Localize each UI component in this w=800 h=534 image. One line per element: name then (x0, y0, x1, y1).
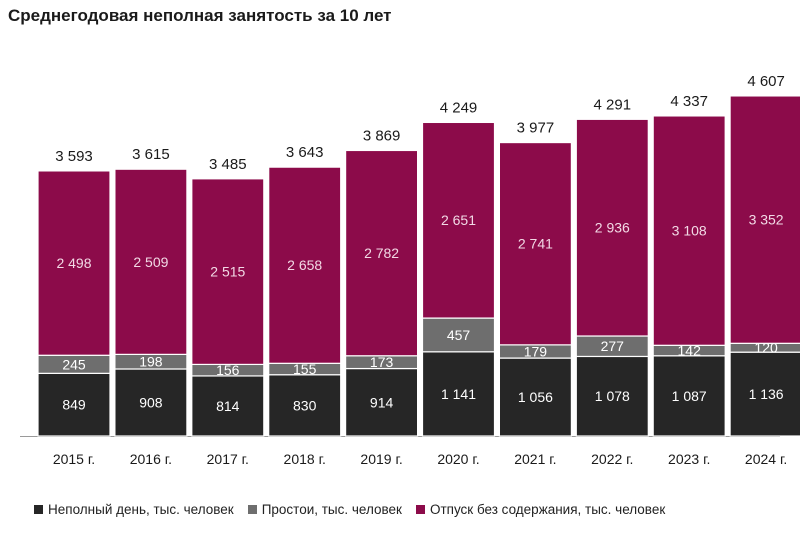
data-label-part-time: 908 (139, 394, 163, 410)
legend-label-unpaid-leave: Отпуск без содержания, тыс. человек (429, 502, 666, 517)
bar-segment-part-time (575, 355, 649, 437)
data-label-part-time: 1 141 (441, 386, 476, 402)
data-label-downtime: 277 (601, 338, 625, 354)
bar-segment-unpaid-leave (191, 178, 265, 366)
x-tick-label: 2015 г. (53, 451, 95, 467)
bar-segment-unpaid-leave (114, 168, 188, 355)
bar-segment-part-time (191, 375, 265, 437)
data-label-downtime: 155 (293, 361, 317, 377)
bar-segment-unpaid-leave (421, 121, 496, 319)
legend-item-downtime: Простои, тыс. человек (247, 502, 402, 517)
bar-segment-unpaid-leave (498, 141, 572, 346)
bar-segment-part-time (345, 367, 419, 437)
bar-segment-part-time (268, 374, 342, 437)
bar-segment-part-time (114, 368, 188, 437)
bar-segment-part-time (37, 372, 111, 437)
data-label-part-time: 1 087 (672, 388, 707, 404)
bar-segment-downtime (421, 317, 496, 353)
total-label: 3 593 (55, 148, 93, 165)
total-label: 3 643 (286, 144, 324, 161)
legend: Неполный день, тыс. человек Простои, тыс… (34, 502, 665, 517)
total-label: 3 615 (132, 146, 170, 163)
legend-label-part-time: Неполный день, тыс. человек (48, 502, 234, 517)
legend-swatch-part-time (34, 505, 43, 514)
legend-swatch-unpaid-leave (415, 505, 425, 514)
data-label-unpaid-leave: 2 658 (287, 257, 322, 273)
x-tick-label: 2019 г. (360, 451, 402, 467)
legend-item-unpaid-leave: Отпуск без содержания, тыс. человек (415, 502, 666, 517)
x-tick-label: 2022 г. (591, 451, 633, 467)
data-label-downtime: 179 (524, 343, 548, 359)
data-label-downtime: 245 (62, 356, 86, 372)
data-label-unpaid-leave: 2 741 (518, 236, 553, 252)
data-label-part-time: 849 (62, 397, 86, 413)
chart-title: Среднегодовая неполная занятость за 10 л… (8, 6, 392, 25)
total-label: 3 869 (363, 127, 401, 144)
legend-swatch-downtime (247, 505, 257, 514)
data-label-downtime: 142 (678, 343, 702, 359)
bar-segment-unpaid-leave (729, 95, 800, 344)
total-label: 4 291 (594, 96, 632, 113)
bar-segment-unpaid-leave (345, 149, 419, 357)
x-tick-label: 2016 г. (130, 451, 172, 467)
data-label-unpaid-leave: 2 515 (210, 264, 245, 280)
x-tick-label: 2023 г. (668, 451, 710, 467)
data-label-part-time: 1 078 (595, 388, 630, 404)
bar-segment-unpaid-leave (268, 166, 342, 364)
data-label-downtime: 198 (139, 354, 163, 370)
total-label: 3 485 (209, 156, 247, 173)
bar-segment-unpaid-leave (575, 118, 649, 337)
data-label-unpaid-leave: 2 498 (56, 255, 91, 271)
bar-segment-part-time (498, 357, 572, 437)
data-label-unpaid-leave: 3 352 (749, 212, 784, 228)
data-label-unpaid-leave: 3 108 (672, 223, 707, 239)
x-tick-label: 2021 г. (514, 451, 556, 467)
total-label: 4 337 (670, 93, 708, 110)
bar-segment-part-time (652, 355, 726, 437)
data-label-unpaid-leave: 2 782 (364, 245, 399, 261)
data-label-downtime: 156 (216, 362, 240, 378)
data-label-downtime: 457 (447, 327, 471, 343)
total-label: 4 607 (747, 73, 785, 90)
data-label-unpaid-leave: 2 509 (133, 254, 168, 270)
data-label-part-time: 830 (293, 397, 317, 413)
legend-item-part-time: Неполный день, тыс. человек (34, 502, 234, 517)
x-tick-label: 2017 г. (207, 451, 249, 467)
x-tick-label: 2018 г. (284, 451, 326, 467)
data-label-part-time: 1 056 (518, 389, 553, 405)
data-label-part-time: 814 (216, 398, 240, 414)
data-label-part-time: 1 136 (749, 386, 784, 402)
x-tick-label: 2020 г. (437, 451, 479, 467)
data-label-unpaid-leave: 2 651 (441, 212, 476, 228)
data-label-part-time: 914 (370, 394, 394, 410)
data-label-unpaid-leave: 2 936 (595, 220, 630, 236)
bar-segment-unpaid-leave (37, 170, 111, 356)
bar-segment-unpaid-leave (652, 115, 726, 346)
data-label-downtime: 173 (370, 354, 394, 370)
legend-label-downtime: Простои, тыс. человек (261, 502, 402, 517)
total-label: 4 249 (440, 99, 478, 116)
x-tick-label: 2024 г. (745, 451, 787, 467)
total-label: 3 977 (517, 120, 555, 137)
bar-segment-part-time (421, 351, 496, 437)
